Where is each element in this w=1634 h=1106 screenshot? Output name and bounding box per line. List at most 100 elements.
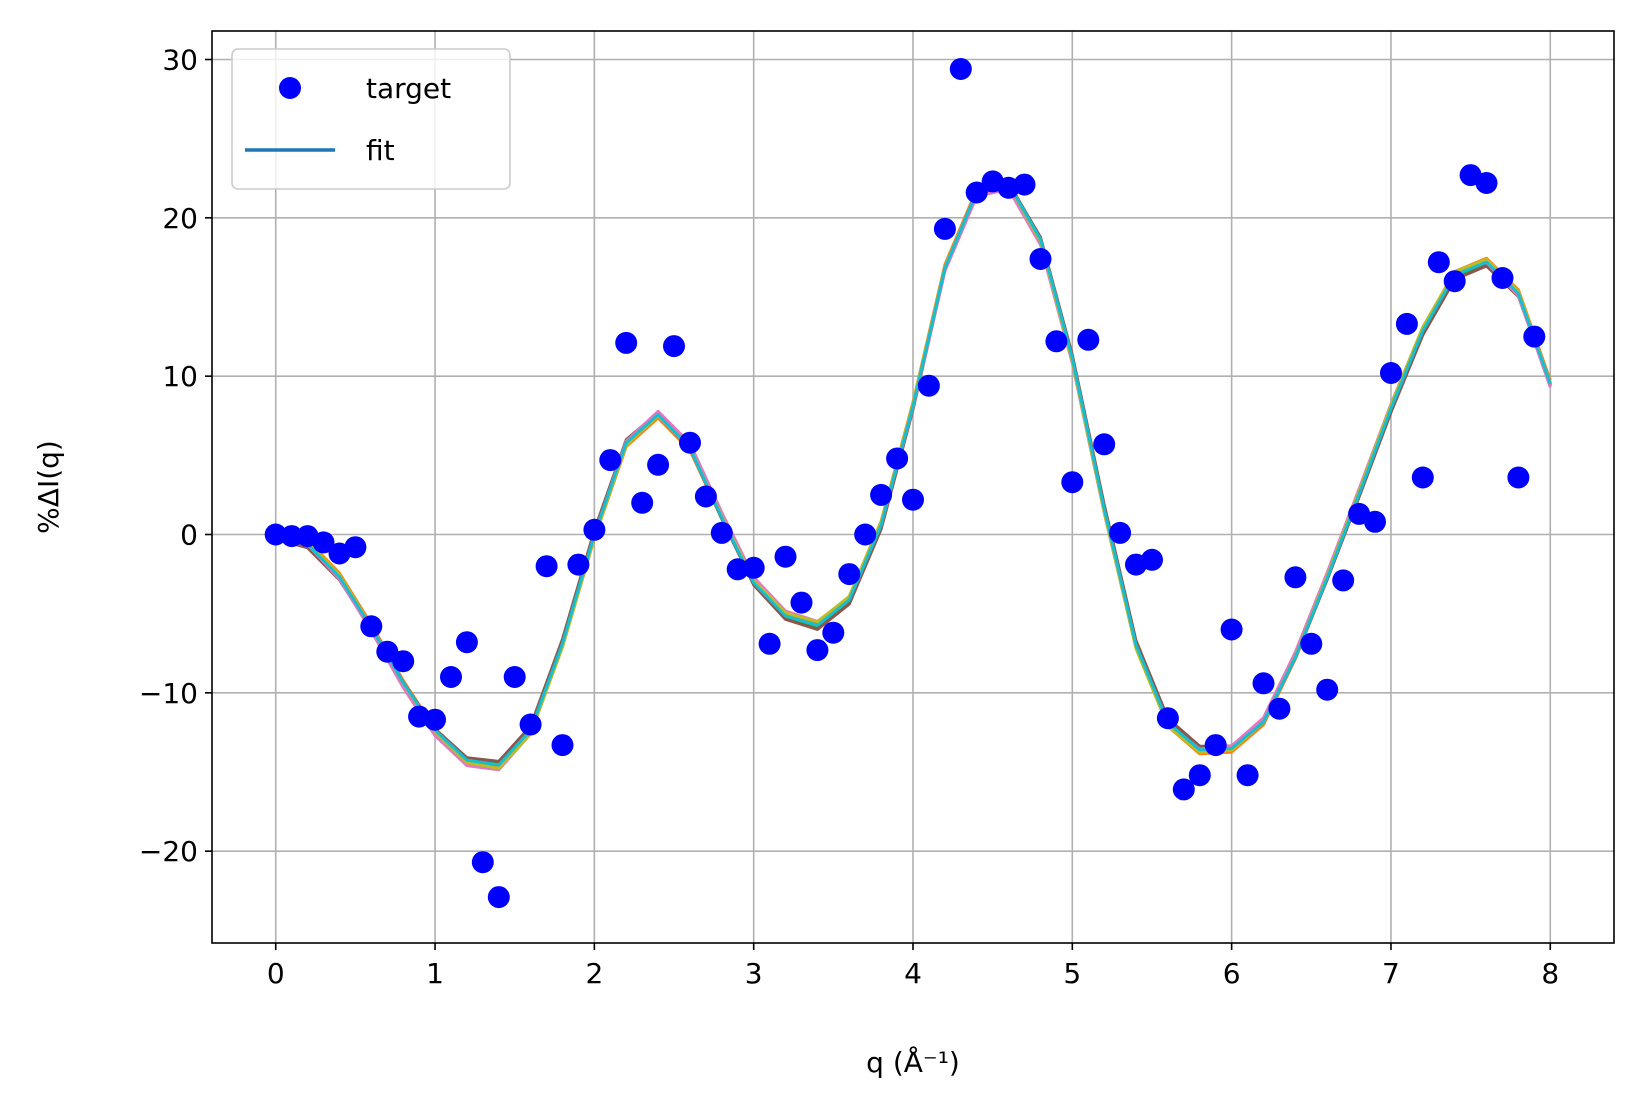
target-point xyxy=(519,713,542,736)
target-point xyxy=(1093,433,1116,456)
target-point xyxy=(1507,466,1530,489)
target-point xyxy=(424,708,446,731)
target-point xyxy=(1475,172,1498,194)
target-point xyxy=(392,650,415,673)
grid xyxy=(212,31,1614,943)
x-tick-label: 1 xyxy=(426,957,444,990)
x-tick-label: 2 xyxy=(585,957,603,990)
target-point xyxy=(280,525,303,548)
target-point xyxy=(1268,697,1291,720)
target-point xyxy=(902,488,924,511)
x-tick-label: 4 xyxy=(904,957,922,990)
target-point xyxy=(1332,569,1355,592)
target-point xyxy=(1077,328,1100,351)
target-point xyxy=(917,374,940,397)
target-point xyxy=(1395,312,1418,335)
target-point xyxy=(758,632,781,655)
target-point xyxy=(471,851,494,874)
target-point xyxy=(838,563,861,586)
y-tick-label: 10 xyxy=(162,360,198,393)
target-point xyxy=(1013,173,1036,196)
target-point xyxy=(854,523,877,546)
target-point xyxy=(1045,330,1068,353)
target-point xyxy=(886,447,909,470)
target-point xyxy=(1156,707,1179,730)
target-point xyxy=(1109,521,1132,544)
target-point xyxy=(1284,566,1307,589)
target-point xyxy=(599,449,622,472)
target-point xyxy=(1443,270,1466,293)
legend-target-marker xyxy=(279,77,301,99)
target-point xyxy=(1316,678,1339,701)
target-point xyxy=(1141,548,1163,571)
target-point xyxy=(1061,471,1084,494)
target-point xyxy=(726,558,749,581)
target-point xyxy=(663,335,685,358)
target-point xyxy=(455,631,478,654)
target-point xyxy=(535,555,558,578)
target-point xyxy=(806,639,829,662)
target-point xyxy=(679,431,701,454)
target-point xyxy=(440,666,462,688)
target-point xyxy=(264,523,287,546)
target-point xyxy=(774,545,797,568)
target-point xyxy=(933,217,956,240)
target-point xyxy=(360,615,383,638)
target-point xyxy=(1491,267,1514,289)
y-tick-label: −20 xyxy=(139,835,198,868)
legend: target fit xyxy=(231,48,511,190)
x-tick-label: 8 xyxy=(1541,957,1559,990)
target-point xyxy=(1300,632,1323,655)
target-point xyxy=(583,518,606,541)
target-point xyxy=(1411,466,1434,489)
target-point xyxy=(710,521,733,544)
target-point xyxy=(312,531,335,554)
legend-box xyxy=(231,48,511,190)
x-tick-label: 3 xyxy=(745,957,763,990)
x-tick-label: 5 xyxy=(1063,957,1081,990)
target-point xyxy=(822,621,845,644)
target-point xyxy=(1172,778,1195,801)
target-point xyxy=(1188,764,1211,787)
x-tick-label: 7 xyxy=(1382,957,1400,990)
fit-line xyxy=(275,182,1552,767)
x-ticks: 0 1 2 3 4 5 6 7 8 xyxy=(267,943,1559,990)
target-point xyxy=(1204,734,1227,757)
target-point xyxy=(631,491,654,514)
x-tick-label: 6 xyxy=(1223,957,1241,990)
target-point xyxy=(1236,764,1259,787)
y-axis-label: %ΔI(q) xyxy=(32,440,65,534)
target-point xyxy=(503,666,526,688)
target-point xyxy=(1029,248,1052,270)
target-point xyxy=(376,640,399,663)
target-point xyxy=(1380,362,1402,384)
fit-lines xyxy=(275,180,1552,772)
target-point xyxy=(551,734,574,757)
target-point xyxy=(1523,325,1546,348)
target-point xyxy=(790,591,813,614)
target-point xyxy=(344,536,367,559)
target-point xyxy=(742,556,765,579)
y-ticks: −20 −10 0 10 20 30 xyxy=(139,44,212,868)
target-point xyxy=(1220,618,1243,641)
target-point xyxy=(647,453,670,476)
y-tick-label: 0 xyxy=(180,519,198,552)
target-point xyxy=(615,331,638,354)
x-axis-label: q (Å⁻¹) xyxy=(866,1045,960,1079)
target-point xyxy=(567,553,590,576)
target-point xyxy=(1252,672,1275,695)
target-point xyxy=(965,181,988,204)
target-point xyxy=(694,485,717,508)
legend-target-label: target xyxy=(366,72,451,105)
y-tick-label: 30 xyxy=(162,44,198,77)
y-tick-label: 20 xyxy=(162,202,198,235)
target-points xyxy=(264,58,1546,909)
target-point xyxy=(870,483,893,506)
y-tick-label: −10 xyxy=(139,677,198,710)
target-point xyxy=(1364,510,1386,533)
legend-fit-label: fit xyxy=(366,134,395,167)
target-point xyxy=(949,58,972,80)
x-tick-label: 0 xyxy=(267,957,285,990)
target-point xyxy=(1427,251,1450,274)
